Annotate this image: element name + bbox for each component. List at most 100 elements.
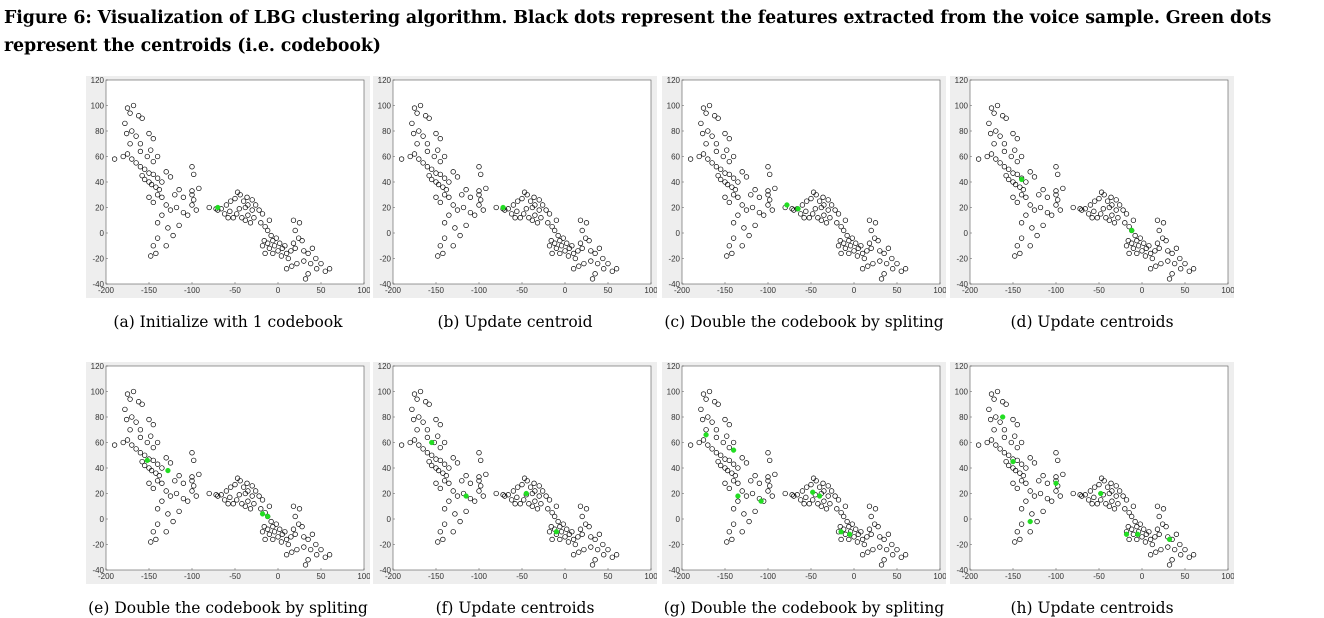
feature-point <box>558 243 565 249</box>
feature-point <box>478 483 484 489</box>
feature-point <box>577 503 584 509</box>
feature-point <box>1169 271 1175 277</box>
feature-point <box>136 399 142 405</box>
feature-point <box>417 102 424 109</box>
feature-point <box>866 503 873 509</box>
feature-point <box>815 501 821 507</box>
feature-point <box>454 493 461 499</box>
feature-point <box>851 248 857 254</box>
x-tick-label: -100 <box>1048 572 1065 581</box>
feature-point <box>1166 562 1173 568</box>
feature-point <box>148 539 154 545</box>
feature-point <box>1053 474 1059 480</box>
centroid-point <box>1098 490 1104 497</box>
subplot-e: -200 -150 -100 -50 0 50 100 120 100 80 60 40 20 0 -20 -… <box>86 362 370 617</box>
feature-point <box>308 260 314 267</box>
x-tick-label: 100 <box>1221 286 1234 295</box>
feature-point <box>450 202 456 208</box>
feature-point <box>270 250 276 257</box>
feature-point <box>1044 194 1051 200</box>
feature-point <box>722 194 728 200</box>
x-tick-label: -150 <box>428 286 445 295</box>
feature-point <box>1154 240 1161 246</box>
feature-point <box>709 446 715 452</box>
feature-point <box>1115 501 1121 507</box>
feature-point <box>1053 188 1059 194</box>
feature-point <box>410 416 417 423</box>
centroid-point <box>784 202 790 208</box>
feature-point <box>146 130 152 137</box>
feature-point <box>1053 192 1059 198</box>
feature-point <box>718 462 724 469</box>
feature-point <box>459 478 465 484</box>
x-tick-label: 0 <box>276 286 281 295</box>
feature-point <box>609 268 615 274</box>
feature-point <box>283 536 290 543</box>
x-tick-label: 0 <box>1140 286 1145 295</box>
feature-point <box>206 204 212 211</box>
feature-point <box>266 245 273 251</box>
x-tick-label: 0 <box>276 572 281 581</box>
feature-point <box>991 141 997 147</box>
feature-point <box>509 211 515 217</box>
feature-point <box>871 235 878 241</box>
feature-point <box>124 391 131 397</box>
feature-point <box>739 202 745 208</box>
feature-point <box>1031 493 1038 499</box>
feature-point <box>524 478 530 484</box>
feature-point <box>1153 263 1159 269</box>
feature-point <box>555 518 561 525</box>
feature-point <box>189 192 195 198</box>
feature-point <box>997 446 1003 452</box>
feature-point <box>732 472 738 479</box>
y-tick-label: 40 <box>95 464 104 473</box>
feature-point <box>163 202 169 208</box>
feature-point <box>837 523 843 530</box>
feature-point <box>821 202 827 208</box>
feature-point <box>124 151 131 157</box>
feature-point <box>902 266 909 272</box>
feature-point <box>234 497 240 503</box>
feature-point <box>1113 493 1119 499</box>
feature-point <box>546 497 553 503</box>
feature-point <box>512 215 518 221</box>
feature-point <box>146 480 152 486</box>
feature-point <box>1094 501 1100 507</box>
feature-point <box>478 171 484 177</box>
feature-point <box>283 266 290 272</box>
feature-point <box>526 215 532 221</box>
feature-point <box>245 202 251 208</box>
feature-point <box>709 419 715 425</box>
feature-point <box>426 115 432 121</box>
feature-point <box>1079 207 1085 213</box>
feature-point <box>275 248 281 254</box>
feature-point <box>313 255 319 262</box>
feature-point <box>1010 416 1016 423</box>
centroid-point <box>500 204 506 211</box>
feature-point <box>994 102 1001 109</box>
feature-point <box>170 518 176 525</box>
y-tick-label: 120 <box>667 362 681 371</box>
feature-point <box>411 105 418 111</box>
feature-point <box>129 128 135 134</box>
centroid-point <box>838 529 844 535</box>
feature-point <box>1060 471 1066 478</box>
feature-point <box>245 488 251 494</box>
feature-point <box>868 513 874 520</box>
feature-point <box>467 209 474 216</box>
x-tick-label: -100 <box>760 572 777 581</box>
feature-point <box>467 480 474 486</box>
x-tick-label: 0 <box>852 572 857 581</box>
y-tick-label: 100 <box>955 102 969 111</box>
feature-point <box>1031 460 1038 466</box>
feature-point <box>441 235 448 241</box>
feature-point <box>713 427 720 433</box>
feature-point <box>1134 536 1140 543</box>
feature-point <box>191 483 197 489</box>
feature-point <box>1020 186 1026 193</box>
feature-point <box>772 185 778 192</box>
feature-point <box>480 207 486 213</box>
feature-point <box>1166 276 1173 282</box>
feature-point <box>127 141 133 147</box>
feature-point <box>454 174 461 180</box>
